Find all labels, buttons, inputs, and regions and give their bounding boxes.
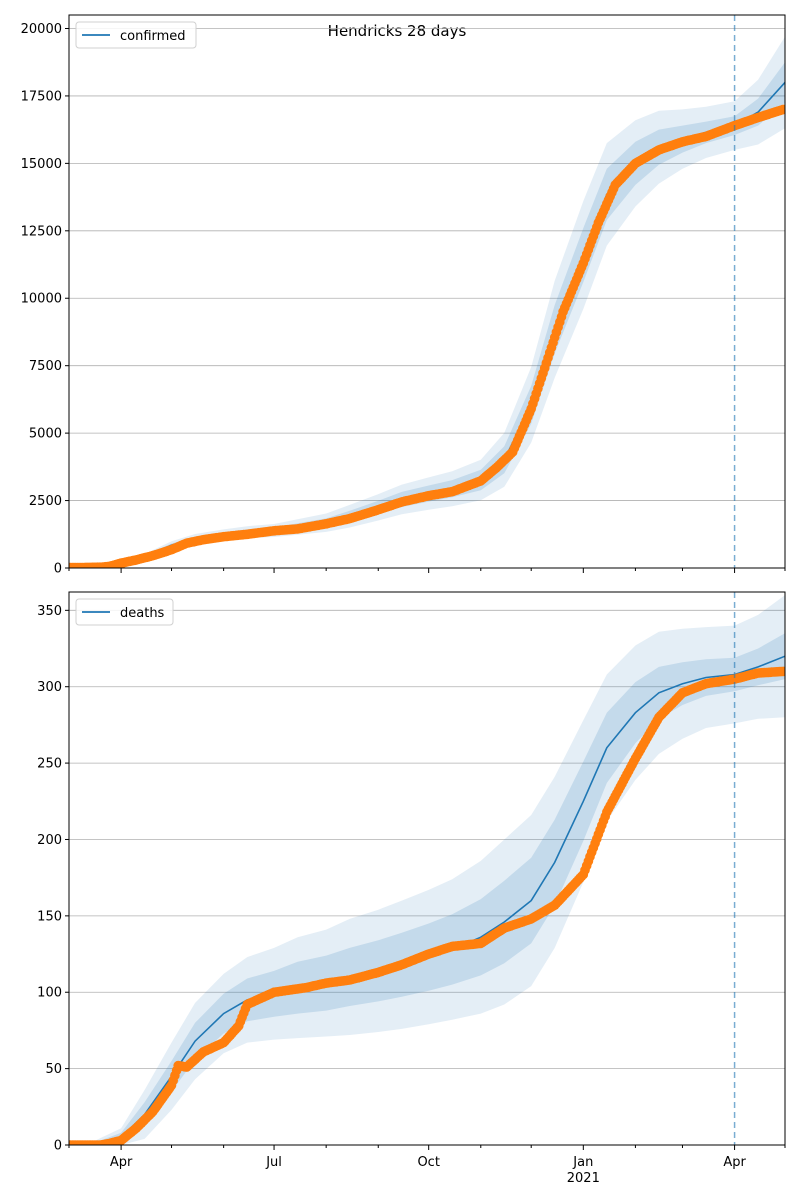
axes-frame — [68, 14, 786, 569]
x-tick-label: Apr — [723, 1155, 746, 1170]
y-tick-label: 2500 — [29, 494, 62, 509]
y-tick-label: 300 — [37, 680, 62, 695]
plot-area — [69, 36, 785, 568]
legend-label: confirmed — [120, 29, 186, 44]
x-year-label: 2021 — [567, 1171, 600, 1186]
legend-label: deaths — [120, 606, 165, 621]
y-tick-label: 17500 — [21, 89, 62, 104]
y-tick-label: 20000 — [21, 22, 62, 37]
confirmed-panel: 0 2500 5000 7500 10000 12500 15000 17500 20000 co… — [21, 14, 786, 577]
y-tick-label: 5000 — [29, 427, 62, 442]
y-tick-label: 50 — [45, 1062, 62, 1077]
y-tick-label: 100 — [37, 986, 62, 1001]
y-tick-label: 12500 — [21, 224, 62, 239]
inner-uncertainty-band — [69, 633, 785, 1145]
x-tick-label: Apr — [110, 1155, 133, 1170]
legend: deaths — [75, 598, 174, 626]
y-tick-label: 7500 — [29, 359, 62, 374]
y-tick-label: 0 — [54, 1139, 62, 1154]
x-tick-label: Jan — [572, 1155, 593, 1170]
y-tick-label: 250 — [37, 757, 62, 772]
y-tick-label: 15000 — [21, 157, 62, 172]
x-tick-label: Oct — [417, 1155, 439, 1170]
deaths-panel: 0 50 100 150 200 250 300 350 Apr Jul Oct Jan Apr 2021… — [37, 591, 786, 1186]
figure-title: Hendricks 28 days — [328, 22, 467, 40]
y-tick-label: 350 — [37, 604, 62, 619]
legend-box — [75, 598, 174, 626]
x-tick-label: Jul — [265, 1155, 282, 1170]
plot-area — [69, 595, 785, 1145]
observed-point — [778, 104, 785, 115]
legend: confirmed — [75, 21, 197, 49]
legend-box — [75, 21, 197, 49]
y-tick-label: 150 — [37, 909, 62, 924]
y-tick-label: 200 — [37, 833, 62, 848]
y-tick-label: 0 — [54, 562, 62, 577]
axes-frame — [68, 591, 786, 1146]
observed-point — [778, 666, 785, 677]
y-tick-label: 10000 — [21, 292, 62, 307]
inner-uncertainty-band — [69, 62, 785, 568]
outer-uncertainty-band — [69, 36, 785, 568]
